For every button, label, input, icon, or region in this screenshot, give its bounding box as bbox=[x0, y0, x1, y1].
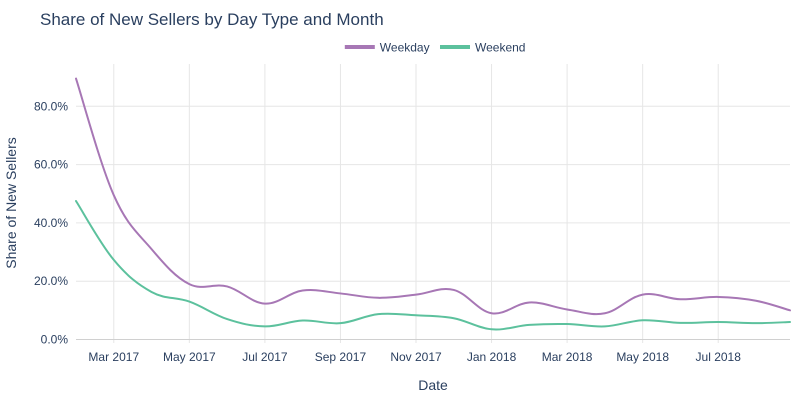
y-tick-label: 20.0% bbox=[34, 274, 68, 288]
legend-item-weekend[interactable]: Weekend bbox=[440, 41, 525, 55]
x-tick-label: May 2018 bbox=[616, 350, 669, 364]
ticks-layer: Mar 2017 May 2017 Jul 2017 Sep 2017 Nov 2017… bbox=[34, 99, 741, 364]
y-tick-label: 80.0% bbox=[34, 99, 68, 113]
legend-label: Weekend bbox=[475, 41, 525, 55]
series-line-weekday bbox=[75, 77, 791, 316]
x-tick-label: Nov 2017 bbox=[390, 350, 442, 364]
chart-title: Share of New Sellers by Day Type and Mon… bbox=[40, 10, 384, 29]
x-tick-label: May 2017 bbox=[163, 350, 216, 364]
y-tick-label: 60.0% bbox=[34, 158, 68, 172]
y-axis-title: Share of New Sellers bbox=[3, 137, 19, 269]
x-tick-label: Sep 2017 bbox=[315, 350, 367, 364]
x-tick-label: Jul 2018 bbox=[696, 350, 742, 364]
legend-item-weekday[interactable]: Weekday bbox=[344, 41, 430, 55]
series-line-weekend bbox=[75, 200, 791, 331]
grid-layer bbox=[76, 64, 790, 343]
x-tick-label: Mar 2018 bbox=[542, 350, 593, 364]
x-tick-label: Jul 2017 bbox=[242, 350, 288, 364]
legend-label: Weekday bbox=[380, 41, 430, 55]
series-layer bbox=[75, 77, 791, 331]
x-axis-title: Date bbox=[418, 377, 448, 393]
x-tick-label: Jan 2018 bbox=[467, 350, 517, 364]
y-tick-label: 40.0% bbox=[34, 216, 68, 230]
x-tick-label: Mar 2017 bbox=[88, 350, 139, 364]
y-tick-label: 0.0% bbox=[41, 333, 69, 347]
legend: Weekday Weekend bbox=[344, 41, 525, 55]
